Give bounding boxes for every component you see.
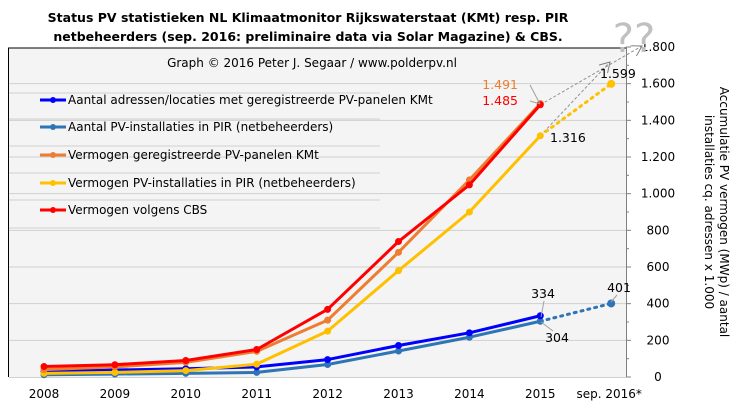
- data-point: [253, 360, 261, 368]
- y-axis-label-line-1: Accumulatie PV vermogen (MWp) / aantal: [717, 87, 731, 338]
- data-point: [536, 101, 544, 109]
- x-tick-label: 2011: [241, 387, 272, 401]
- series-3: [40, 79, 616, 377]
- data-label: 401: [607, 280, 631, 295]
- series-line: [43, 134, 542, 375]
- y-tick-label: 800: [647, 223, 670, 237]
- legend: Aantal adressen/locaties met geregistree…: [40, 93, 433, 217]
- series-dotted-projection: [538, 82, 613, 138]
- chart-title-line-2: netbeheerders (sep. 2016: preliminaire d…: [53, 29, 562, 44]
- plot-area: [8, 48, 626, 377]
- y-tick-label: 400: [647, 297, 670, 311]
- legend-swatch-marker: [50, 207, 56, 213]
- data-point: [182, 367, 190, 375]
- x-tick-label: 2009: [100, 387, 131, 401]
- data-label: 1.491: [482, 77, 518, 92]
- series-4: [40, 101, 544, 371]
- data-point: [536, 132, 544, 140]
- y-tick-label: 1.000: [641, 187, 675, 201]
- data-point: [111, 368, 119, 376]
- data-point: [465, 181, 473, 189]
- legend-swatch-marker: [50, 180, 56, 186]
- x-tick-label: 2008: [29, 387, 60, 401]
- series-line: [43, 319, 541, 377]
- legend-label: Vermogen geregistreerde PV-panelen KMt: [68, 148, 319, 162]
- data-label-leader: [540, 321, 554, 332]
- series-line: [43, 314, 541, 373]
- legend-label: Aantal adressen/locaties met geregistree…: [68, 93, 433, 107]
- y-tick-label: 200: [647, 333, 670, 347]
- series-group: [40, 46, 643, 379]
- legend-item: Vermogen geregistreerde PV-panelen KMt: [40, 148, 319, 162]
- legend-swatch-marker: [50, 152, 56, 158]
- data-point: [395, 347, 402, 355]
- legend-swatch-marker: [50, 97, 56, 103]
- data-label: 1.485: [482, 93, 518, 108]
- series-line: [43, 103, 542, 369]
- data-point: [324, 305, 332, 313]
- x-tick-label: 2014: [454, 387, 485, 401]
- data-label: 1.316: [550, 130, 586, 145]
- question-mark-annotation: ??: [613, 16, 655, 62]
- data-point: [324, 361, 332, 369]
- x-tick-label: 2012: [312, 387, 343, 401]
- legend-item: Aantal adressen/locaties met geregistree…: [40, 93, 433, 107]
- chart-subtitle: Graph © 2016 Peter J. Segaar / www.polde…: [167, 56, 457, 70]
- data-point: [395, 341, 402, 349]
- data-point: [40, 363, 48, 371]
- x-tick-label: 2015: [525, 387, 556, 401]
- legend-item: Vermogen PV-installaties in PIR (netbehe…: [40, 176, 356, 190]
- series-2: [40, 100, 544, 374]
- data-point: [536, 312, 544, 320]
- y-axis-label-line-2: installaties cq. adressen x 1.000: [702, 115, 716, 309]
- data-point: [324, 327, 332, 335]
- y-tick-label: 1.800: [641, 40, 675, 54]
- y-tick-label: 1.400: [641, 113, 675, 127]
- chart-title-line-1: Status PV statistieken NL Klimaatmonitor…: [48, 10, 569, 25]
- data-label: 334: [531, 286, 555, 301]
- legend-item: Vermogen volgens CBS: [40, 203, 207, 217]
- x-tick-label: 2013: [383, 387, 414, 401]
- data-label-leader: [529, 84, 541, 105]
- y-tick-label: 1.200: [641, 150, 675, 164]
- trend-arrow-pir: [539, 62, 610, 137]
- y-tick-label: 1.600: [641, 77, 675, 91]
- data-point: [465, 208, 473, 216]
- legend-label: Aantal PV-installaties in PIR (netbeheer…: [68, 120, 333, 134]
- data-point: [395, 267, 402, 275]
- y-axis-label: Accumulatie PV vermogen (MWp) / aantal i…: [702, 87, 731, 338]
- y-tick-label: 0: [654, 370, 662, 384]
- data-label: 1.599: [600, 66, 636, 81]
- series-line: [43, 102, 542, 372]
- data-point: [253, 346, 261, 353]
- data-label-leader: [540, 300, 545, 318]
- legend-item: Aantal PV-installaties in PIR (netbeheer…: [40, 120, 333, 134]
- x-tick-label: sep. 2016*: [576, 387, 641, 401]
- series-dotted-projection: [538, 301, 613, 323]
- data-point: [395, 238, 402, 246]
- data-point: [607, 79, 616, 88]
- data-point: [607, 299, 616, 308]
- data-point: [182, 357, 190, 364]
- data-point: [324, 316, 332, 324]
- data-label-leader: [529, 100, 541, 105]
- y-axis: 0 200 400 600 800 1.000 1.200 1.400 1.600 1.800: [626, 40, 675, 384]
- x-tick-label: 2010: [171, 387, 202, 401]
- y-tick-label: 600: [647, 260, 670, 274]
- data-point: [111, 361, 119, 369]
- data-point: [324, 356, 332, 364]
- legend-label: Vermogen volgens CBS: [68, 203, 207, 217]
- data-point: [465, 329, 473, 337]
- x-axis: 2008 2009 2010 2011 2012 2013 2014 2015 sep. 201…: [9, 377, 642, 401]
- gridlines: [9, 83, 626, 341]
- data-point: [253, 368, 261, 376]
- data-label: 304: [545, 330, 569, 345]
- data-point: [395, 248, 402, 256]
- trend-arrow-cbs: [540, 46, 642, 106]
- data-label-leader: [610, 294, 618, 303]
- legend-label: Vermogen PV-installaties in PIR (netbehe…: [68, 176, 356, 190]
- legend-swatch-marker: [50, 124, 56, 130]
